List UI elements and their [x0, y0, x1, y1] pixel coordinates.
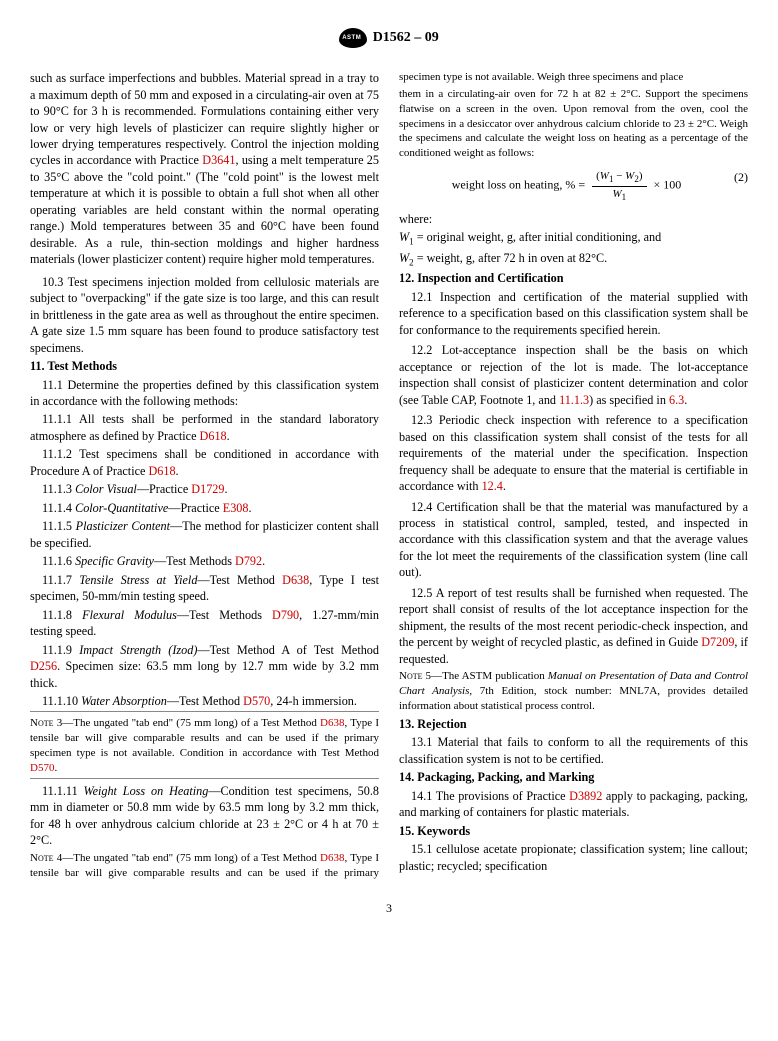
ref-d3892[interactable]: D3892 [569, 789, 602, 803]
p12-4: 12.4 Certification shall be that the mat… [399, 499, 748, 581]
page-header: D1562 – 09 [30, 28, 748, 48]
ref-d638c[interactable]: D638 [320, 852, 344, 864]
where-block: where: W1 = original weight, g, after in… [399, 211, 748, 269]
note-5: Note 5—The ASTM publication Manual on Pr… [399, 669, 748, 714]
ref-d570b[interactable]: D570 [30, 762, 54, 774]
p11-1-3: 11.1.3 Color Visual—Practice D1729. [30, 481, 379, 497]
eq-number: (2) [734, 169, 748, 185]
p12-3: 12.3 Periodic check inspection with refe… [399, 412, 748, 494]
body-columns: such as surface imperfections and bubble… [30, 70, 748, 880]
page-number: 3 [30, 900, 748, 916]
p12-1: 12.1 Inspection and certification of the… [399, 289, 748, 338]
p11-1-6: 11.1.6 Specific Gravity—Test Methods D79… [30, 553, 379, 569]
ref-d1729[interactable]: D1729 [191, 482, 224, 496]
ref-d792[interactable]: D792 [235, 554, 262, 568]
ref-63[interactable]: 6.3 [669, 393, 684, 407]
where-w2: W2 = weight, g, after 72 h in oven at 82… [399, 250, 748, 269]
right-top: them in a circulating-air oven for 72 h … [399, 87, 748, 161]
s14-title: 14. Packaging, Packing, and Marking [399, 769, 748, 785]
page: D1562 – 09 such as surface imperfections… [0, 0, 778, 937]
ref-d256[interactable]: D256 [30, 659, 57, 673]
p11-1-2: 11.1.2 Test specimens shall be condition… [30, 446, 379, 479]
p12-2: 12.2 Lot-acceptance inspection shall be … [399, 342, 748, 408]
ref-d7209[interactable]: D7209 [701, 635, 734, 649]
p11-1-4: 11.1.4 Color-Quantitative—Practice E308. [30, 500, 379, 516]
p10-cont: such as surface imperfections and bubble… [30, 70, 379, 268]
fraction: (W1 − W2) W1 [592, 169, 646, 203]
ref-d618a[interactable]: D618 [200, 429, 227, 443]
ref-d618b[interactable]: D618 [148, 464, 175, 478]
p10-3: 10.3 Test specimens injection molded fro… [30, 274, 379, 356]
p15-1: 15.1 cellulose acetate propionate; class… [399, 841, 748, 874]
p11-1-10: 11.1.10 Water Absorption—Test Method D57… [30, 693, 379, 709]
p11-1: 11.1 Determine the properties defined by… [30, 377, 379, 410]
p11-1-8: 11.1.8 Flexural Modulus—Test Methods D79… [30, 607, 379, 640]
p11-1-9: 11.1.9 Impact Strength (Izod)—Test Metho… [30, 642, 379, 691]
ref-d790[interactable]: D790 [272, 608, 299, 622]
where-w1: W1 = original weight, g, after initial c… [399, 229, 748, 248]
p11-1-11: 11.1.11 Weight Loss on Heating—Condition… [30, 778, 379, 849]
p11-1-1: 11.1.1 All tests shall be performed in t… [30, 411, 379, 444]
ref-d638b[interactable]: D638 [320, 717, 344, 729]
where-label: where: [399, 211, 748, 227]
s13-title: 13. Rejection [399, 716, 748, 732]
s12-title: 12. Inspection and Certification [399, 270, 748, 286]
p12-5: 12.5 A report of test results shall be f… [399, 585, 748, 667]
ref-e308[interactable]: E308 [223, 501, 249, 515]
p14-1: 14.1 The provisions of Practice D3892 ap… [399, 788, 748, 821]
ref-d638a[interactable]: D638 [282, 573, 309, 587]
note-3: Note 3—The ungated "tab end" (75 mm long… [30, 711, 379, 775]
astm-logo-icon [339, 28, 367, 48]
p11-1-5: 11.1.5 Plasticizer Content—The method fo… [30, 518, 379, 551]
s15-title: 15. Keywords [399, 823, 748, 839]
equation-2: weight loss on heating, % = (W1 − W2) W1… [399, 169, 748, 203]
ref-124[interactable]: 12.4 [482, 479, 503, 493]
designation: D1562 – 09 [373, 30, 439, 45]
ref-d570a[interactable]: D570 [243, 694, 270, 708]
ref-d3641[interactable]: D3641 [202, 153, 235, 167]
s11-title: 11. Test Methods [30, 358, 379, 374]
ref-1113[interactable]: 11.1.3 [559, 393, 589, 407]
p11-1-7: 11.1.7 Tensile Stress at Yield—Test Meth… [30, 572, 379, 605]
p13-1: 13.1 Material that fails to conform to a… [399, 734, 748, 767]
